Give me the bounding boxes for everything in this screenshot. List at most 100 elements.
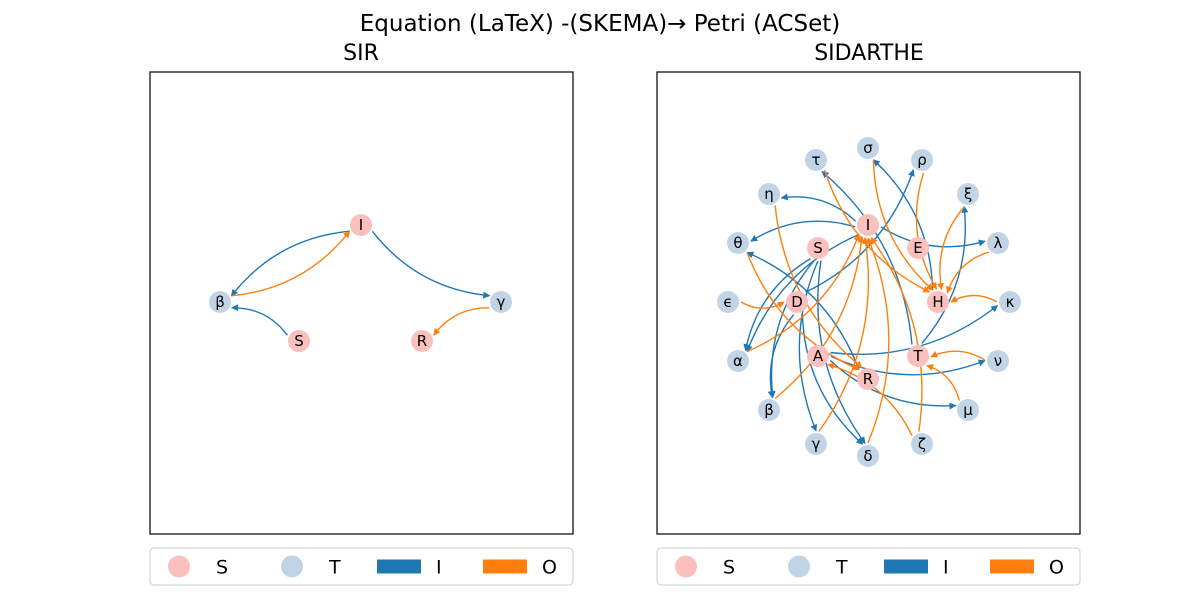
edge-lambda-to-H xyxy=(945,251,989,294)
edge-beta-to-I xyxy=(774,235,865,400)
node-nu: ν xyxy=(987,350,1009,372)
node-sigma-label: σ xyxy=(863,139,873,157)
node-gamma: γ xyxy=(490,291,512,313)
node-R-label: R xyxy=(417,332,427,350)
edge-mu-to-T xyxy=(926,364,960,401)
node-eta-marker xyxy=(758,183,780,205)
edge-I-to-eta xyxy=(780,193,857,222)
edge-S-to-gamma xyxy=(798,260,819,432)
node-D-marker xyxy=(786,291,808,313)
node-alpha: α xyxy=(727,350,749,372)
node-delta: δ xyxy=(857,445,879,467)
node-I-marker xyxy=(350,214,372,236)
panel-title-sir: SIR xyxy=(343,41,379,66)
node-gamma: γ xyxy=(805,433,827,455)
node-kappa-label: κ xyxy=(1006,293,1015,311)
node-R-marker xyxy=(857,368,879,390)
nodes-sir: I S Rβ γ xyxy=(209,214,512,352)
edge-kappa-to-H xyxy=(950,294,998,303)
node-xi-label: ξ xyxy=(964,185,972,203)
node-D: D xyxy=(786,291,808,313)
node-zeta-marker xyxy=(911,433,933,455)
node-sigma: σ xyxy=(857,137,879,159)
node-rho-marker xyxy=(911,149,933,171)
edge-alpha-to-I xyxy=(746,233,861,353)
node-T-label: T xyxy=(912,347,923,365)
node-T: T xyxy=(907,345,929,367)
edge-T-to-xi xyxy=(921,205,969,345)
legend-input_arc-label: I xyxy=(943,557,949,579)
edge-theta-to-R xyxy=(746,252,860,371)
node-epsilon-marker xyxy=(717,291,739,313)
edge-delta-to-I xyxy=(867,237,890,444)
edge-D-to-delta xyxy=(801,313,864,445)
edge-A-to-nu xyxy=(830,355,986,376)
node-gamma-label: γ xyxy=(812,435,821,453)
node-A: A xyxy=(807,345,829,367)
node-kappa: κ xyxy=(999,291,1021,313)
edge-S-to-beta xyxy=(768,259,815,399)
node-nu-label: ν xyxy=(994,352,1002,370)
edge-sigma-to-H xyxy=(872,159,934,291)
node-lambda-marker xyxy=(987,232,1009,254)
panel-sidarthe: SIDARTHE I S E D H A T Rτ σ ρ η ξ θ λ ϵ κ α ν β μ γ δ ζ S T I O xyxy=(656,41,1081,586)
edge-I-to-beta xyxy=(230,230,350,297)
node-beta-marker xyxy=(209,291,231,313)
node-zeta-label: ζ xyxy=(918,435,926,453)
node-T-marker xyxy=(907,345,929,367)
node-alpha-marker xyxy=(727,350,749,372)
node-tau: τ xyxy=(805,149,827,171)
legend-output_arc-label: O xyxy=(1049,557,1064,579)
node-S-marker xyxy=(807,237,829,259)
node-S: S xyxy=(807,237,829,259)
panel-title-sidarthe: SIDARTHE xyxy=(814,41,924,66)
edge-epsilon-to-D xyxy=(740,301,785,309)
node-D-label: D xyxy=(791,293,803,311)
node-mu-label: μ xyxy=(963,401,973,419)
edge-zeta-to-I xyxy=(870,237,923,432)
edge-nu-to-T xyxy=(930,350,986,361)
edge-I-to-theta xyxy=(750,220,856,242)
edge-zeta-to-A xyxy=(827,362,913,436)
node-A-label: A xyxy=(813,347,824,365)
node-R-label: R xyxy=(863,370,873,388)
node-beta-label: β xyxy=(215,293,225,311)
node-xi-marker xyxy=(957,183,979,205)
node-gamma-label: γ xyxy=(497,293,506,311)
edge-S-to-alpha xyxy=(743,257,811,352)
edges-sir xyxy=(230,230,491,336)
plot-frame-sir xyxy=(149,71,574,535)
node-I-label: I xyxy=(359,216,363,234)
node-tau-marker xyxy=(805,149,827,171)
node-theta-label: θ xyxy=(733,234,742,252)
node-A-marker xyxy=(807,345,829,367)
node-epsilon: ϵ xyxy=(717,291,739,313)
node-gamma-marker xyxy=(805,433,827,455)
edge-I-to-lambda xyxy=(880,226,986,248)
node-R-marker xyxy=(411,330,433,352)
edge-xi-to-H xyxy=(937,206,966,291)
legend-frame xyxy=(149,547,574,586)
edge-H-to-sigma xyxy=(872,159,934,291)
node-R: R xyxy=(411,330,433,352)
node-beta-marker xyxy=(758,399,780,421)
node-delta-marker xyxy=(857,445,879,467)
node-beta: β xyxy=(209,291,231,313)
edge-rho-to-H xyxy=(915,172,938,290)
edge-D-to-beta xyxy=(767,314,795,399)
legend-input_arc-swatch xyxy=(884,559,928,574)
node-I: I xyxy=(350,214,372,236)
figure-title: Equation (LaTeX) -(SKEMA)→ Petri (ACSet) xyxy=(360,11,840,37)
node-xi: ξ xyxy=(957,183,979,205)
legend-transition-marker xyxy=(788,555,810,578)
legend-output_arc-swatch xyxy=(483,559,527,574)
node-beta-label: β xyxy=(764,401,774,419)
node-eta: η xyxy=(758,183,780,205)
node-I-label: I xyxy=(866,216,870,234)
node-S: S xyxy=(288,330,310,352)
edges-sidarthe xyxy=(740,159,999,445)
nodes-sidarthe: I S E D H A T Rτ σ ρ η ξ θ λ ϵ κ α ν β μ γ δ ζ xyxy=(717,137,1021,467)
panel-sir: SIR I S Rβ γ S T I O xyxy=(149,41,574,586)
